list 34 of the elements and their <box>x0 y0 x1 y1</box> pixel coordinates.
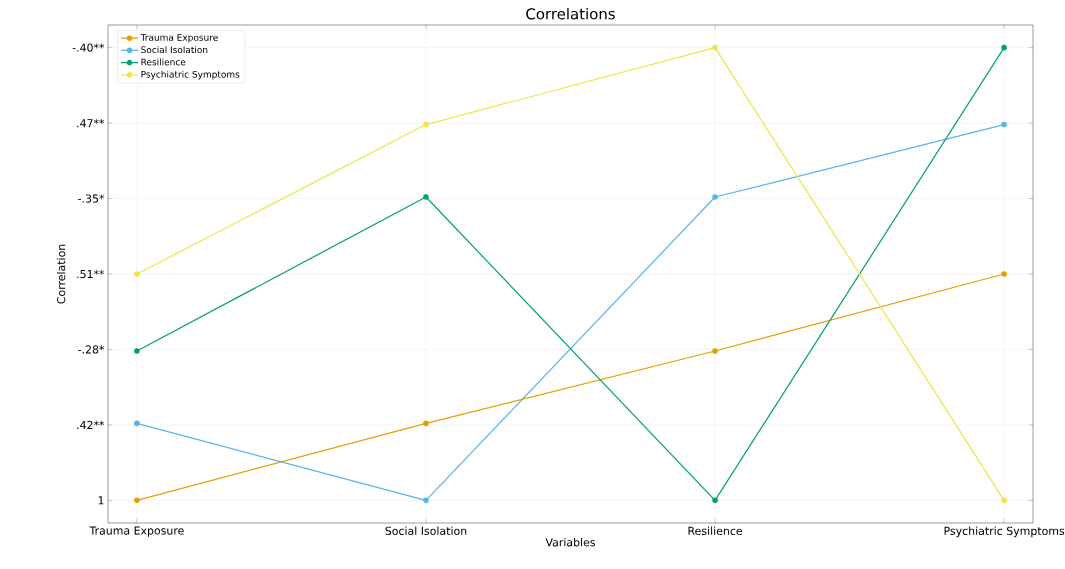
point <box>1001 44 1007 51</box>
point <box>1001 271 1007 277</box>
point <box>712 348 718 354</box>
point <box>712 44 718 51</box>
text: -.40** <box>72 43 105 52</box>
text: .42** <box>77 420 105 429</box>
point <box>712 497 718 504</box>
point <box>423 194 429 200</box>
point <box>423 420 429 427</box>
point <box>1001 121 1007 128</box>
point <box>1001 497 1007 504</box>
legend-label: Resilience <box>141 58 186 66</box>
point <box>134 271 140 277</box>
x-tick-label: Psychiatric Symptoms <box>944 526 1065 538</box>
point <box>134 348 140 354</box>
text: -.35* <box>78 194 105 203</box>
x-axis-title: Variables <box>545 537 596 547</box>
point <box>134 497 140 504</box>
point <box>423 497 429 504</box>
point <box>423 121 429 128</box>
x-tick-label: Trauma Exposure <box>89 526 184 537</box>
point <box>712 194 718 200</box>
text: .47** <box>77 119 105 128</box>
point <box>134 420 140 427</box>
chart-title: Correlations <box>526 7 615 20</box>
text: .51** <box>77 269 105 279</box>
x-tick-label: Social Isolation <box>385 526 467 535</box>
legend-label: Social Isolation <box>141 46 208 54</box>
legend-label: Trauma Exposure <box>140 34 218 43</box>
text: 1 <box>98 496 104 505</box>
legend-label: Psychiatric Symptoms <box>141 70 240 80</box>
y-axis-title: Correlation <box>56 244 66 304</box>
text: -.28* <box>78 345 105 354</box>
x-tick-label: Resilience <box>688 526 743 535</box>
